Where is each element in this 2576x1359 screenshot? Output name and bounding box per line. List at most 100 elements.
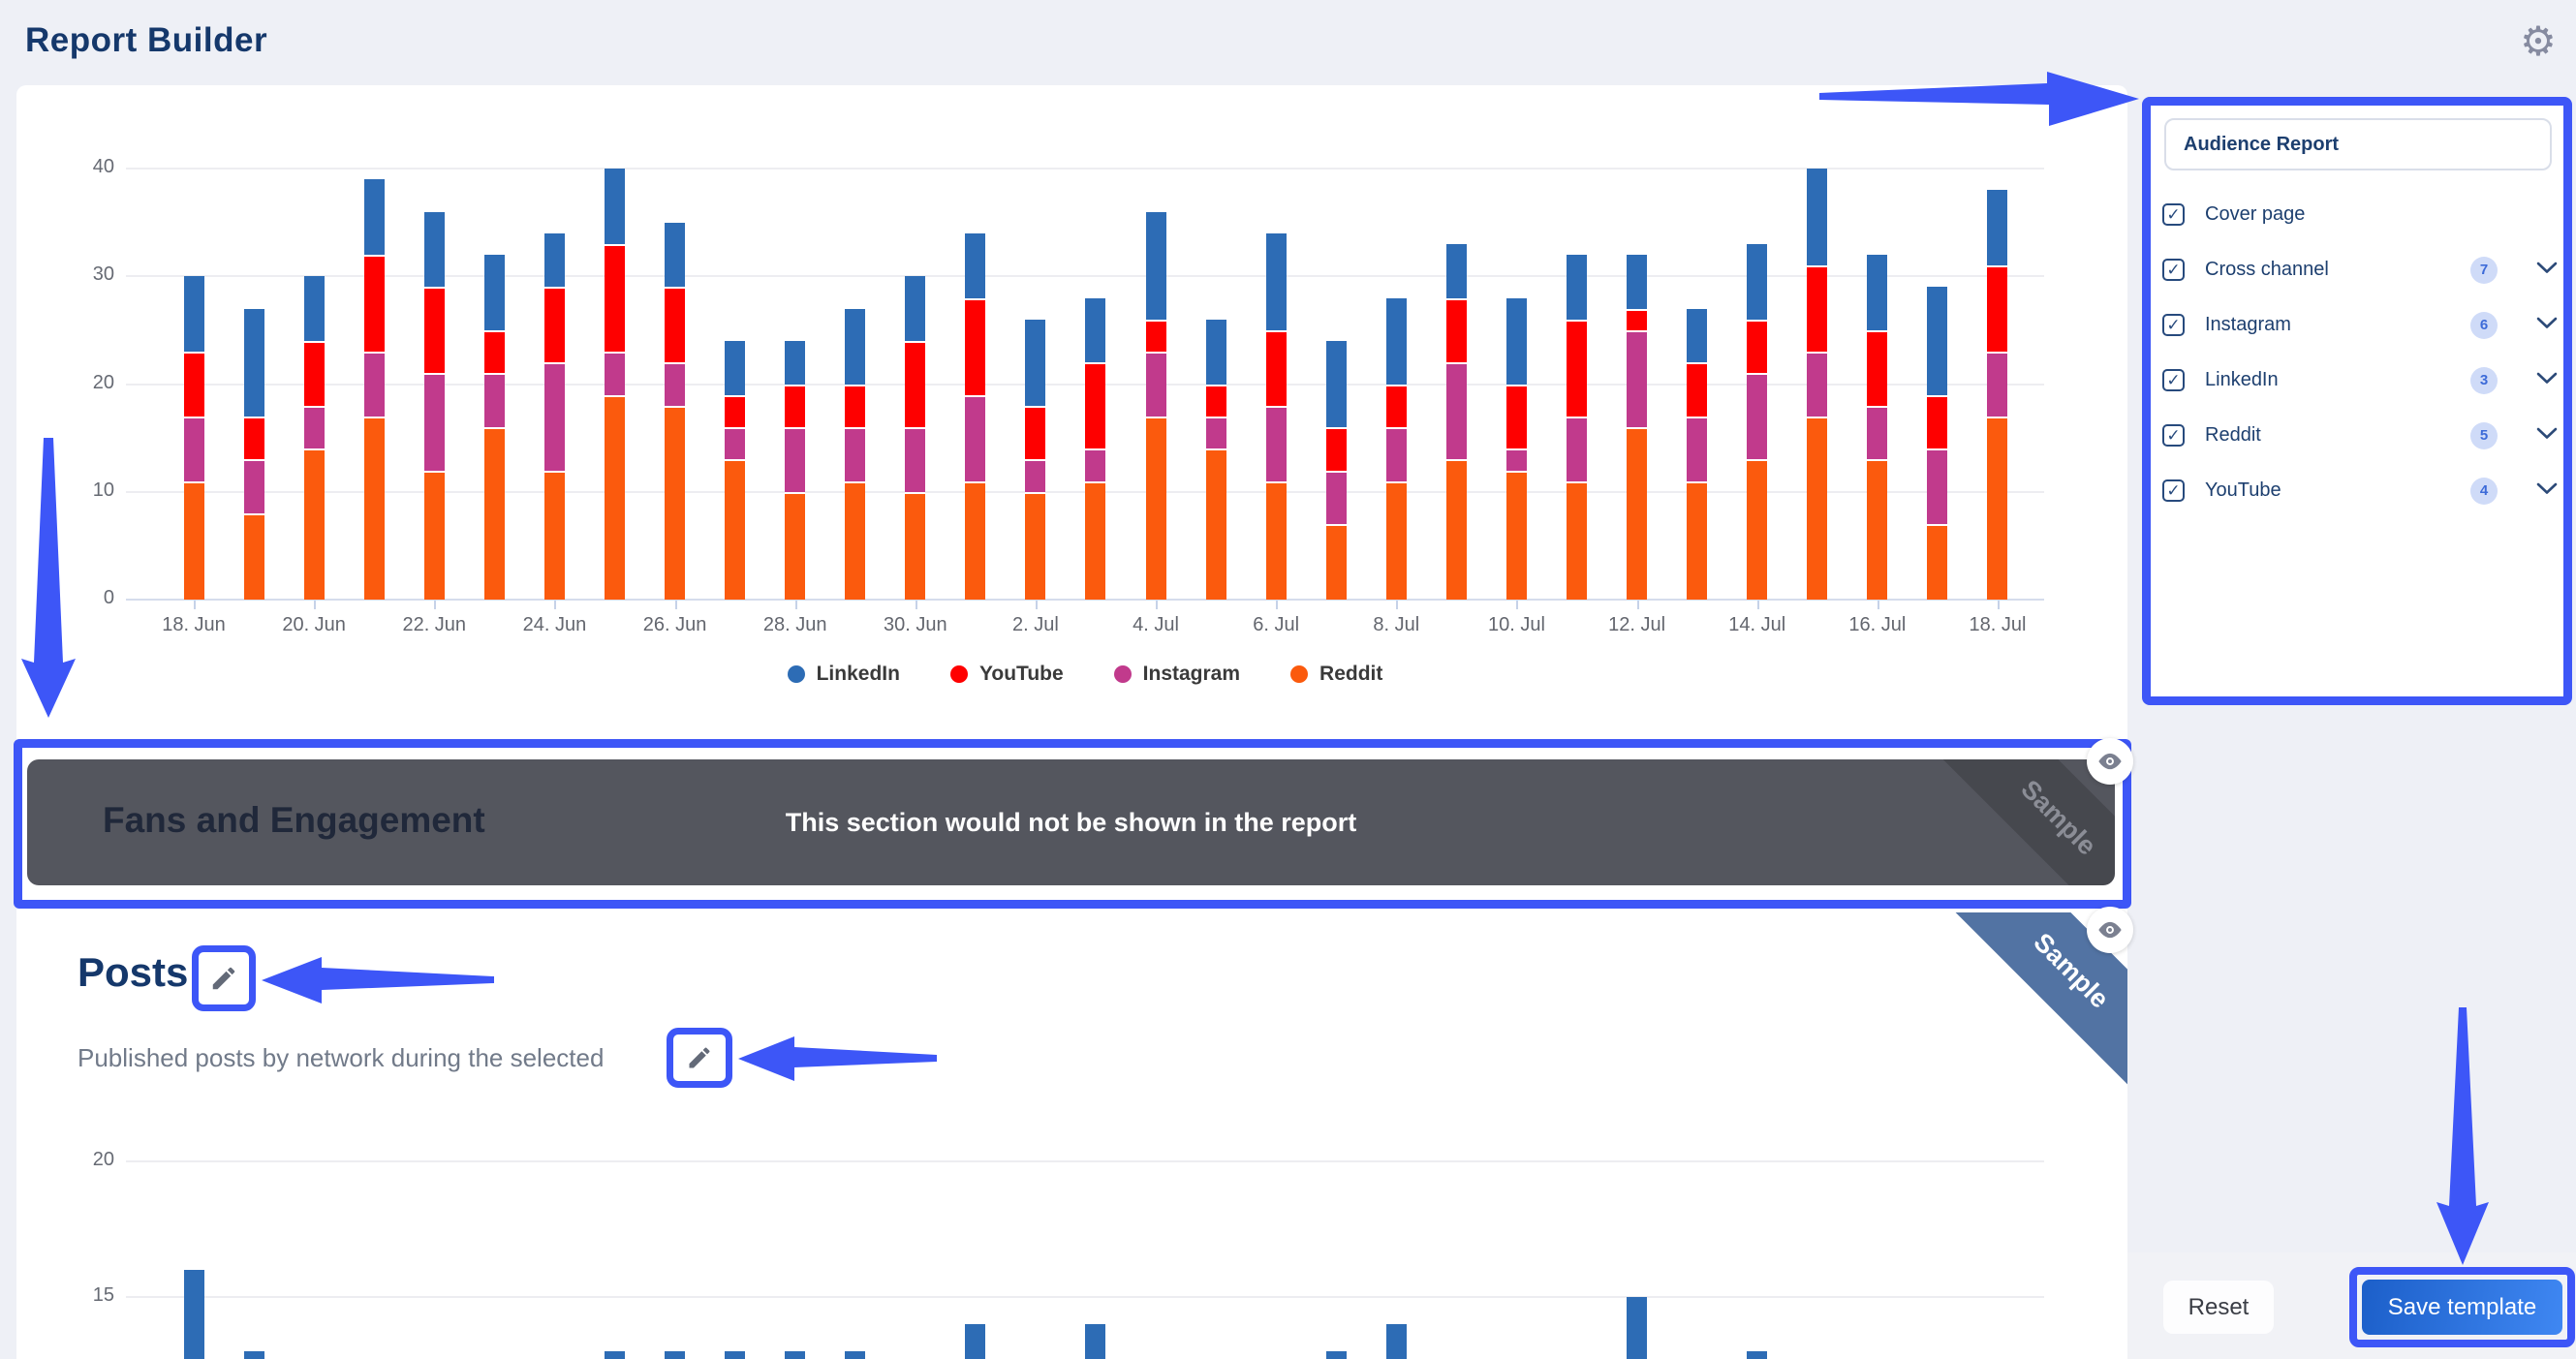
save-template-button[interactable]: Save template <box>2362 1280 2562 1335</box>
stacked-bar <box>845 308 866 600</box>
bar-segment-reddit <box>1025 491 1046 600</box>
gridline-y0 <box>126 599 2044 601</box>
bar-segment-reddit <box>1145 416 1166 600</box>
stacked-bar <box>905 276 926 600</box>
xtick-mark <box>1756 601 1759 609</box>
bar-segment-instagram <box>1747 373 1768 460</box>
posts-visibility-eye-icon[interactable] <box>2087 907 2133 953</box>
fans-annotation-box <box>14 739 2131 909</box>
checkbox-checked-icon[interactable]: ✓ <box>2162 424 2185 447</box>
legend-dot-linkedin <box>787 665 805 683</box>
bar-segment-instagram <box>183 416 204 481</box>
bar-segment-instagram <box>1687 416 1708 481</box>
bar-segment-linkedin <box>543 232 565 288</box>
bar-segment-instagram <box>604 352 625 395</box>
bar-segment-linkedin <box>665 222 686 288</box>
bar-segment-youtube <box>303 341 325 406</box>
bar-segment-youtube <box>363 255 385 353</box>
xtick-mark <box>674 601 677 609</box>
bar-segment-reddit <box>1265 480 1287 600</box>
bar-segment-instagram <box>1867 405 1888 460</box>
bar-segment-instagram <box>1567 416 1588 481</box>
bar-segment-youtube <box>965 297 986 395</box>
posts-bar <box>1085 1324 1106 1359</box>
posts-bar <box>965 1324 986 1359</box>
sidebar-item-linkedin[interactable]: ✓ LinkedIn 3 <box>2151 353 2563 408</box>
bar-segment-youtube <box>665 287 686 363</box>
arrow-to-save-button <box>2436 1007 2489 1265</box>
chevron-down-icon[interactable] <box>2536 427 2558 445</box>
xtick-label: 18. Jun <box>162 614 226 635</box>
sidebar-item-youtube[interactable]: ✓ YouTube 4 <box>2151 463 2563 518</box>
stacked-bar <box>543 232 565 600</box>
bar-segment-linkedin <box>604 169 625 244</box>
pencil-icon <box>689 1047 710 1068</box>
sidebar-item-cover-page[interactable]: ✓ Cover page <box>2151 187 2563 242</box>
stacked-bar <box>1627 255 1648 600</box>
ytick-label: 20 <box>92 371 114 393</box>
checkbox-checked-icon[interactable]: ✓ <box>2162 314 2185 336</box>
bar-segment-instagram <box>665 362 686 406</box>
chevron-down-icon[interactable] <box>2536 262 2558 279</box>
bar-segment-instagram <box>1445 362 1467 460</box>
fans-visibility-eye-icon[interactable] <box>2087 738 2133 785</box>
report-title-input[interactable]: Audience Report <box>2164 118 2552 170</box>
ytick-label: 10 <box>92 479 114 501</box>
bar-segment-reddit <box>1085 480 1106 600</box>
bar-segment-youtube <box>423 287 445 374</box>
checkbox-checked-icon[interactable]: ✓ <box>2162 259 2185 281</box>
sidebar-item-cross-channel[interactable]: ✓ Cross channel 7 <box>2151 242 2563 297</box>
bar-segment-instagram <box>483 373 505 427</box>
chevron-down-icon[interactable] <box>2536 372 2558 389</box>
xtick-label: 20. Jun <box>282 614 346 635</box>
checkbox-checked-icon[interactable]: ✓ <box>2162 203 2185 226</box>
bar-segment-youtube <box>1205 384 1226 417</box>
bar-segment-youtube <box>1867 329 1888 406</box>
bar-segment-instagram <box>965 394 986 481</box>
checkbox-checked-icon[interactable]: ✓ <box>2162 479 2185 502</box>
sidebar-item-label: Reddit <box>2205 424 2261 446</box>
gridline-y20 <box>126 383 2044 386</box>
bar-segment-reddit <box>1747 459 1768 600</box>
bar-segment-reddit <box>1867 459 1888 600</box>
bar-segment-linkedin <box>363 179 385 255</box>
checkbox-checked-icon[interactable]: ✓ <box>2162 369 2185 391</box>
bar-segment-reddit <box>1385 480 1407 600</box>
bar-segment-instagram <box>363 352 385 417</box>
bar-segment-youtube <box>1505 384 1527 449</box>
bar-segment-youtube <box>905 341 926 427</box>
bar-segment-youtube <box>785 384 806 427</box>
sidebar-item-reddit[interactable]: ✓ Reddit 5 <box>2151 408 2563 463</box>
xtick-mark <box>915 601 917 609</box>
bar-segment-linkedin <box>1687 308 1708 363</box>
stacked-bar <box>1807 169 1828 600</box>
c2-ytick-label: 20 <box>92 1149 114 1170</box>
sidebar-item-label: Cross channel <box>2205 259 2329 280</box>
sidebar-item-instagram[interactable]: ✓ Instagram 6 <box>2151 297 2563 353</box>
xtick-mark <box>434 601 437 609</box>
chevron-down-icon[interactable] <box>2536 482 2558 500</box>
stacked-bar <box>1505 297 1527 600</box>
xtick-label: 14. Jul <box>1728 614 1786 635</box>
posts-section-subtitle: Published posts by network during the se… <box>78 1043 605 1072</box>
bar-segment-reddit <box>1627 427 1648 600</box>
posts-bar <box>1325 1351 1347 1359</box>
bar-segment-instagram <box>1085 448 1106 481</box>
stacked-bar <box>965 232 986 600</box>
chevron-down-icon[interactable] <box>2536 317 2558 334</box>
report-sections-sidebar: Audience Report ✓ Cover page ✓ Cross channe… <box>2142 97 2572 705</box>
posts-title-edit-button[interactable] <box>192 945 256 1011</box>
bar-segment-linkedin <box>1265 232 1287 330</box>
posts-bar <box>604 1351 625 1359</box>
gear-icon[interactable]: ⚙ <box>2520 16 2557 65</box>
bar-segment-linkedin <box>303 276 325 341</box>
bar-segment-youtube <box>1807 265 1828 353</box>
fans-section-title: Fans and Engagement <box>103 800 485 840</box>
xtick-label: 6. Jul <box>1253 614 1300 635</box>
eye-icon <box>2098 921 2122 939</box>
xtick-mark <box>794 601 797 609</box>
reset-button[interactable]: Reset <box>2163 1281 2274 1334</box>
stacked-bar <box>1025 319 1046 600</box>
posts-subtitle-edit-button[interactable] <box>667 1028 732 1088</box>
bar-segment-reddit <box>965 480 986 600</box>
